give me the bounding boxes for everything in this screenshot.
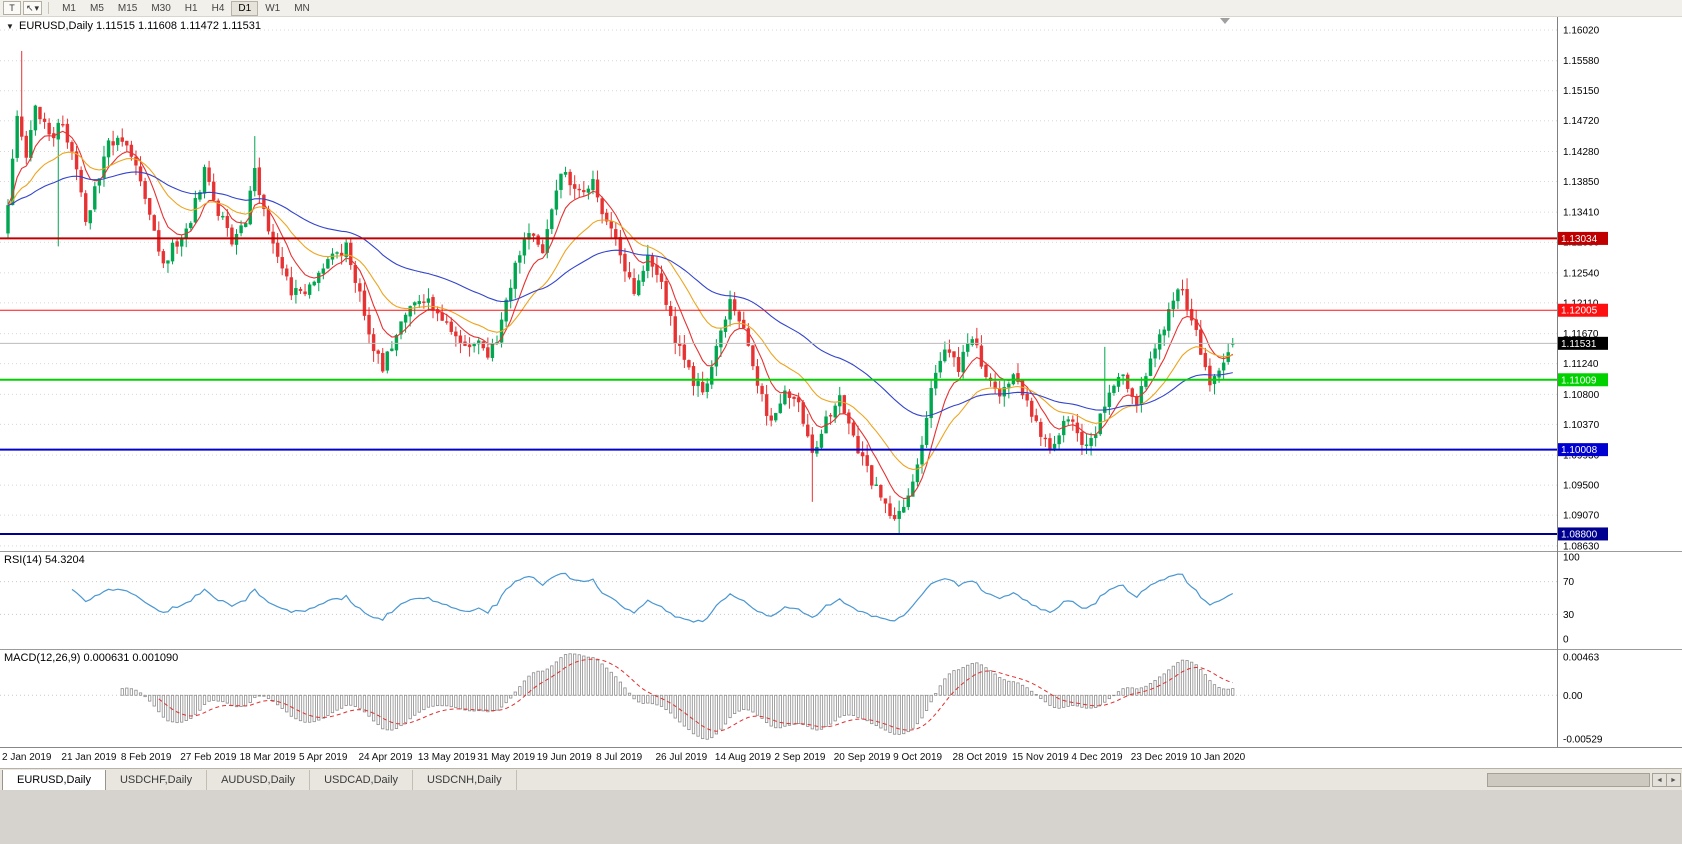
svg-text:1.13410: 1.13410 xyxy=(1563,208,1600,219)
chart-title: EURUSD,Daily 1.11515 1.11608 1.11472 1.1… xyxy=(19,20,261,32)
tab-eurusd[interactable]: EURUSD,Daily xyxy=(2,770,106,791)
date-tick-label: 5 Apr 2019 xyxy=(299,752,348,763)
tab-usdcad[interactable]: USDCAD,Daily xyxy=(310,770,414,791)
svg-text:1.13034: 1.13034 xyxy=(1561,234,1598,245)
date-tick-label: 28 Oct 2019 xyxy=(952,752,1008,763)
svg-text:1.16020: 1.16020 xyxy=(1563,26,1600,37)
dropdown-arrow-icon: ▾ xyxy=(34,2,40,13)
timeframe-button-h1[interactable]: H1 xyxy=(184,2,198,14)
rsi-line xyxy=(71,572,1234,623)
date-tick-label: 2 Jan 2019 xyxy=(2,752,52,763)
macd-signal-line xyxy=(158,658,1233,732)
date-tick-label: 20 Sep 2019 xyxy=(833,752,891,763)
scroll-right-icon: ► xyxy=(1670,776,1677,784)
tab-usdcnh[interactable]: USDCNH,Daily xyxy=(413,770,517,791)
svg-text:0.00463: 0.00463 xyxy=(1563,653,1600,664)
text-tool-button[interactable]: T xyxy=(3,1,21,15)
date-tick-label: 10 Jan 2020 xyxy=(1190,752,1246,763)
svg-text:1.14720: 1.14720 xyxy=(1563,116,1600,127)
date-tick-label: 23 Dec 2019 xyxy=(1130,752,1188,763)
date-tick-label: 18 Mar 2019 xyxy=(239,752,296,763)
date-tick-label: 4 Dec 2019 xyxy=(1071,752,1123,763)
macd-histogram xyxy=(120,653,1235,740)
timeframe-button-m15[interactable]: M15 xyxy=(117,2,138,14)
date-tick-label: 31 May 2019 xyxy=(477,752,536,763)
date-tick-label: 9 Oct 2019 xyxy=(893,752,943,763)
date-tick-label: 8 Jul 2019 xyxy=(596,752,643,763)
rsi-label: RSI(14) 54.3204 xyxy=(4,554,85,566)
date-tick-label: 27 Feb 2019 xyxy=(180,752,237,763)
price-chart-canvas[interactable]: 1.16020 1.15580 1.15150 1.14720 1.14280 1.138… xyxy=(0,17,1682,551)
macd-label: MACD(12,26,9) 0.000631 0.001090 xyxy=(4,652,179,664)
cursor-tool-button[interactable]: ↖ ▾ xyxy=(23,1,43,15)
date-tick-label: 14 Aug 2019 xyxy=(714,752,772,763)
svg-text:1.15150: 1.15150 xyxy=(1563,86,1600,97)
chart-tabs: EURUSD,Daily USDCHF,Daily AUDUSD,Daily USDC… xyxy=(2,770,517,791)
tab-usdchf[interactable]: USDCHF,Daily xyxy=(106,770,208,791)
tabbar-scroll-left-button[interactable]: ◄ xyxy=(1652,773,1667,787)
svg-text:70: 70 xyxy=(1563,577,1575,588)
date-tick-label: 2 Sep 2019 xyxy=(774,752,826,763)
time-axis[interactable]: 2 Jan 2019 21 Jan 2019 8 Feb 2019 27 Feb 20… xyxy=(0,747,1682,768)
svg-text:1.08800: 1.08800 xyxy=(1561,529,1598,540)
svg-text:0.00: 0.00 xyxy=(1563,691,1583,702)
status-area xyxy=(0,790,1682,844)
date-tick-label: 15 Nov 2019 xyxy=(1011,752,1069,763)
macd-panel-canvas[interactable]: 0.00463 0.00 -0.00529 xyxy=(0,649,1682,747)
svg-text:1.11009: 1.11009 xyxy=(1561,375,1597,386)
one-click-trading-arrow-icon[interactable]: ▼ xyxy=(6,22,14,31)
chart-tab-bar: EURUSD,Daily USDCHF,Daily AUDUSD,Daily USDC… xyxy=(0,768,1682,791)
moving-averages xyxy=(7,130,1234,500)
svg-text:1.11531: 1.11531 xyxy=(1561,339,1597,350)
svg-text:1.11240: 1.11240 xyxy=(1563,359,1599,370)
date-tick-label: 8 Feb 2019 xyxy=(120,752,172,763)
svg-text:1.09070: 1.09070 xyxy=(1563,511,1600,522)
svg-text:1.09500: 1.09500 xyxy=(1563,481,1600,492)
timeframe-button-m1[interactable]: M1 xyxy=(62,2,76,14)
timeframe-button-h4[interactable]: H4 xyxy=(211,2,225,14)
svg-text:1.08630: 1.08630 xyxy=(1563,541,1600,551)
chart-toolbar: T ↖ ▾ M1 M5 M15 M30 H1 H4 D1 W1 MN xyxy=(0,0,1682,17)
timeframe-button-w1[interactable]: W1 xyxy=(265,2,281,14)
svg-text:1.15580: 1.15580 xyxy=(1563,56,1600,67)
date-tick-label: 13 May 2019 xyxy=(417,752,476,763)
date-tick-label: 26 Jul 2019 xyxy=(655,752,708,763)
chart-shift-marker[interactable] xyxy=(1220,18,1230,24)
tabbar-scrollbar-thumb[interactable] xyxy=(1487,773,1650,787)
svg-text:1.12540: 1.12540 xyxy=(1563,268,1600,279)
price-gridlines xyxy=(0,29,1557,547)
horizontal-lines[interactable] xyxy=(0,237,1557,535)
toolbar-separator xyxy=(48,2,50,14)
timeframe-button-d1[interactable]: D1 xyxy=(231,0,259,16)
tabbar-scroll-right-button[interactable]: ► xyxy=(1666,773,1681,787)
svg-text:1.11670: 1.11670 xyxy=(1563,329,1599,340)
svg-text:0: 0 xyxy=(1563,635,1569,646)
svg-text:100: 100 xyxy=(1563,553,1580,564)
rsi-panel-canvas[interactable]: 100 70 30 0 xyxy=(0,551,1682,649)
date-tick-label: 21 Jan 2019 xyxy=(61,752,117,763)
timeframe-button-group: M1 M5 M15 M30 H1 H4 D1 W1 MN xyxy=(55,0,317,16)
price-axis[interactable]: 1.16020 1.15580 1.15150 1.14720 1.14280 1.138… xyxy=(1557,17,1682,551)
svg-text:-0.00529: -0.00529 xyxy=(1563,735,1603,746)
svg-text:1.10800: 1.10800 xyxy=(1563,390,1600,401)
text-tool-icon: T xyxy=(9,3,15,13)
timeframe-button-m5[interactable]: M5 xyxy=(89,2,104,14)
svg-text:1.12005: 1.12005 xyxy=(1561,306,1598,317)
date-tick-label: 19 Jun 2019 xyxy=(536,752,592,763)
date-tick-label: 24 Apr 2019 xyxy=(358,752,413,763)
timeframe-button-m30[interactable]: M30 xyxy=(151,2,171,14)
cursor-icon: ↖ xyxy=(26,2,34,13)
svg-text:1.14280: 1.14280 xyxy=(1563,147,1600,158)
scroll-left-icon: ◄ xyxy=(1656,776,1663,784)
timeframe-button-mn[interactable]: MN xyxy=(294,2,310,14)
svg-text:30: 30 xyxy=(1563,610,1575,621)
tab-audusd[interactable]: AUDUSD,Daily xyxy=(207,770,311,791)
candlesticks xyxy=(6,50,1235,535)
svg-text:1.10370: 1.10370 xyxy=(1563,420,1600,431)
svg-text:1.10008: 1.10008 xyxy=(1561,445,1598,456)
chart-window: 1.16020 1.15580 1.15150 1.14720 1.14280 1.138… xyxy=(0,17,1682,768)
svg-text:1.13850: 1.13850 xyxy=(1563,177,1600,188)
